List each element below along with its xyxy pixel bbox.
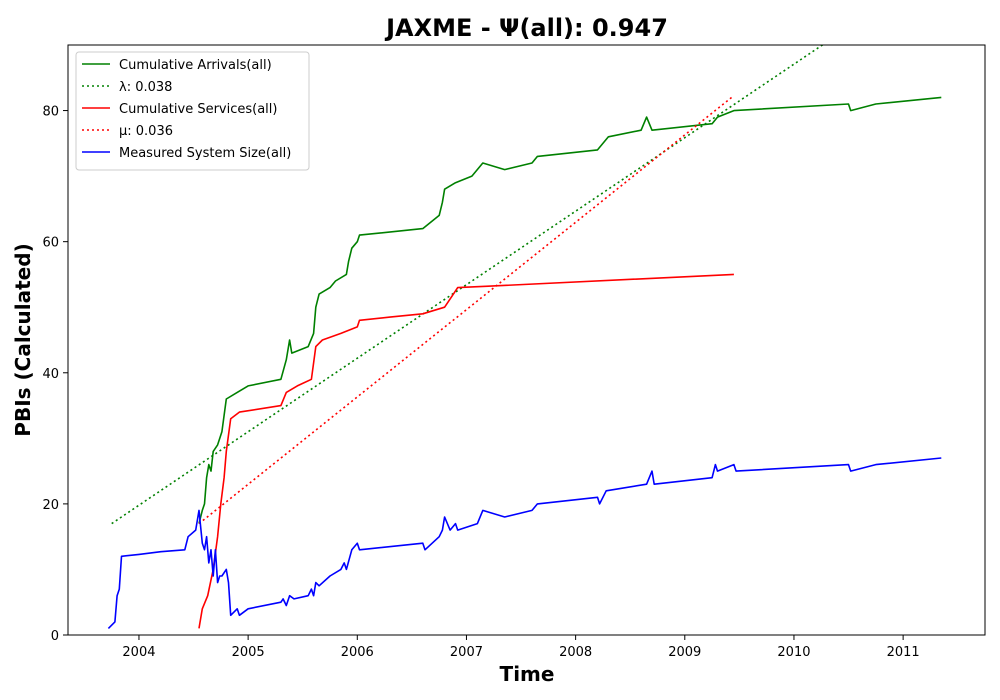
y-axis: 0 20 40 60 80 bbox=[42, 105, 68, 644]
x-tick-label: 2005 bbox=[232, 645, 265, 660]
plot-frame bbox=[67, 44, 986, 636]
x-tick-label: 2007 bbox=[450, 645, 483, 660]
y-tick-label: 40 bbox=[42, 367, 59, 382]
legend-label-3: Cumulative Services(all) bbox=[119, 102, 277, 117]
legend-label-2: λ: 0.038 bbox=[119, 80, 172, 95]
x-tick-label: 2009 bbox=[668, 645, 701, 660]
legend-box bbox=[75, 51, 310, 171]
x-tick-label: 2004 bbox=[122, 645, 155, 660]
legend-label-4: μ: 0.036 bbox=[119, 124, 173, 139]
legend-label-1: Cumulative Arrivals(all) bbox=[119, 58, 272, 73]
chart-title: JAXME - Ψ(all): 0.947 bbox=[384, 14, 668, 42]
y-tick-label: 60 bbox=[42, 236, 59, 251]
x-tick-label: 2008 bbox=[559, 645, 592, 660]
x-axis-title: Time bbox=[500, 662, 555, 686]
series-line-1 bbox=[198, 96, 942, 524]
legend: Cumulative Arrivals(all) λ: 0.038 Cumulati… bbox=[75, 51, 310, 171]
x-axis: 2004 2005 2006 2007 2008 2009 2010 2011 bbox=[122, 635, 920, 660]
y-tick-label: 80 bbox=[42, 105, 59, 120]
series-line-4 bbox=[198, 96, 733, 525]
x-tick-label: 2006 bbox=[341, 645, 374, 660]
y-tick-label: 0 bbox=[51, 629, 59, 644]
x-tick-label: 2010 bbox=[777, 645, 810, 660]
plot-area bbox=[107, 45, 942, 629]
legend-label-5: Measured System Size(all) bbox=[119, 146, 291, 161]
series-line-3 bbox=[198, 273, 734, 629]
x-tick-label: 2011 bbox=[887, 645, 920, 660]
series-line-5 bbox=[107, 457, 942, 629]
y-tick-label: 20 bbox=[42, 498, 59, 513]
y-axis-title: PBIs (Calculated) bbox=[11, 243, 35, 436]
